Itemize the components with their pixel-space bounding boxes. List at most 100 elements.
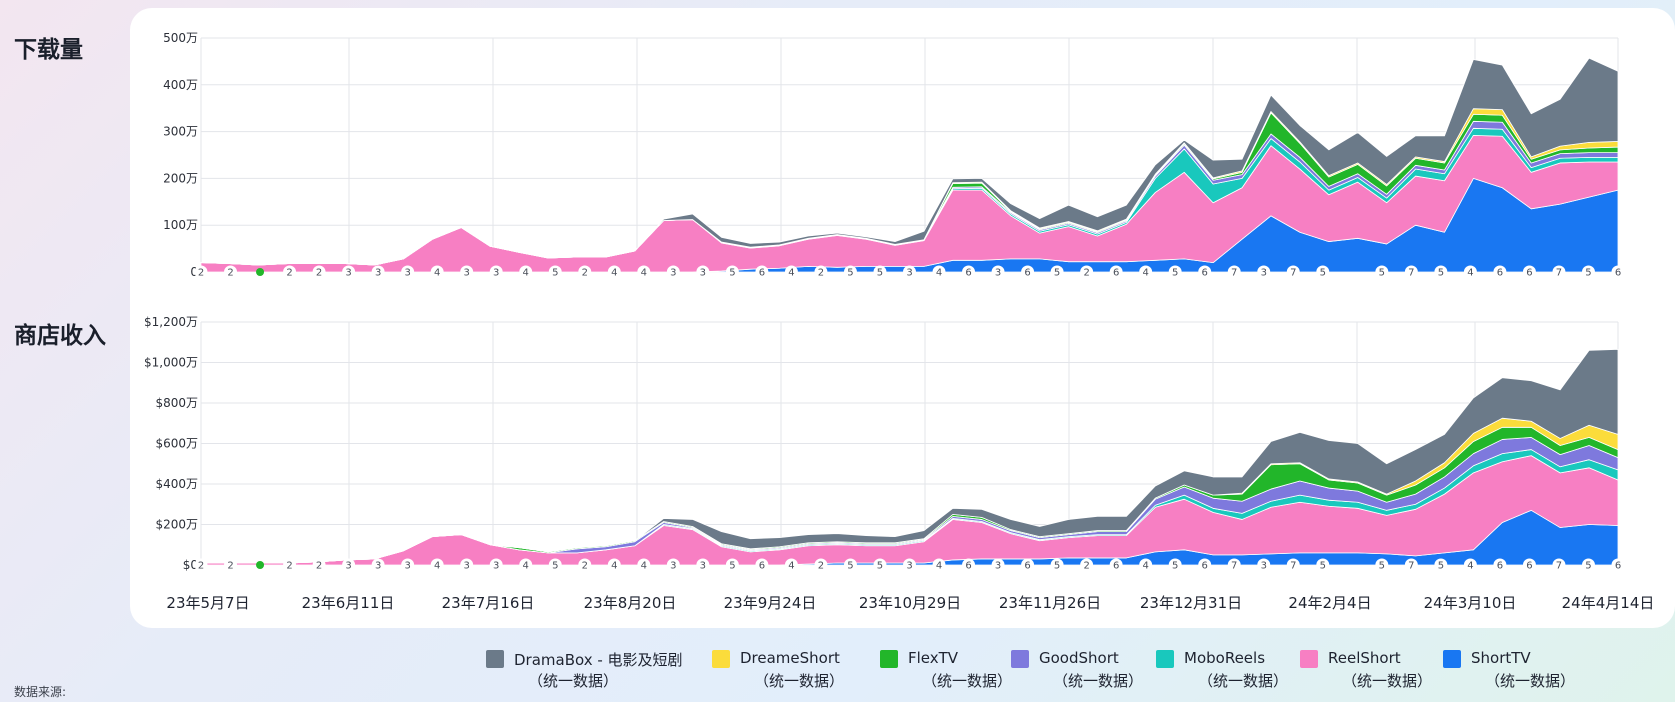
- rank-marker-bg: [371, 265, 385, 279]
- rank-marker-label: 2: [198, 561, 204, 572]
- rank-marker-bg: [283, 265, 297, 279]
- rank-marker-bg: [1168, 558, 1182, 572]
- rank-marker-bg: [401, 558, 415, 572]
- legend-label: ReelShort: [1328, 649, 1401, 667]
- rank-marker-bg: [991, 265, 1005, 279]
- rank-marker-bg: [932, 558, 946, 572]
- rank-marker-label: 6: [1526, 561, 1532, 572]
- rank-marker-bg: [784, 265, 798, 279]
- x-tick-label: 23年12月31日: [1140, 594, 1242, 612]
- rank-marker-label: 2: [286, 561, 292, 572]
- y-tick-label: 300万: [163, 125, 198, 139]
- rank-marker-label: 2: [316, 561, 322, 572]
- y-tick-label: $0: [183, 558, 198, 572]
- rank-marker-bg: [1552, 265, 1566, 279]
- rank-marker-bg: [1168, 265, 1182, 279]
- rank-marker-label: 5: [1054, 561, 1060, 572]
- rank-marker-label: 5: [877, 561, 883, 572]
- rank-marker-label: 6: [1202, 561, 1208, 572]
- rank-marker-bg: [1434, 265, 1448, 279]
- y-tick-label: 200万: [163, 171, 198, 185]
- rank-marker-label: 6: [965, 268, 971, 279]
- y-tick-label: 500万: [163, 31, 198, 45]
- rank-marker-label: 5: [1438, 561, 1444, 572]
- rank-marker-bg: [1434, 558, 1448, 572]
- rank-marker-bg: [519, 265, 533, 279]
- rank-marker-label: 5: [847, 268, 853, 279]
- rank-marker-label: 6: [1024, 561, 1030, 572]
- rank-marker-bg: [1050, 265, 1064, 279]
- rank-marker-label: 7: [1408, 268, 1414, 279]
- rank-marker-bg: [1316, 265, 1330, 279]
- legend-label: DreameShort: [740, 649, 840, 667]
- rank-marker-label: 6: [1497, 268, 1503, 279]
- rank-marker-bg: [873, 558, 887, 572]
- rank-marker-bg: [666, 265, 680, 279]
- legend-sublabel: （统一数据）: [1342, 672, 1433, 690]
- x-tick-label: 23年10月29日: [859, 594, 961, 612]
- rank-marker-bg: [342, 265, 356, 279]
- rank-marker-label: 5: [1172, 561, 1178, 572]
- rank-marker-bg: [932, 265, 946, 279]
- rank-marker-bg: [371, 558, 385, 572]
- rank-marker-dot: [256, 561, 265, 569]
- y-tick-label: $200万: [155, 518, 198, 532]
- rank-marker-label: 7: [1231, 268, 1237, 279]
- x-tick-label: 23年9月24日: [724, 594, 817, 612]
- rank-marker-bg: [1139, 265, 1153, 279]
- x-tick-label: 23年7月16日: [442, 594, 535, 612]
- rank-marker-label: 6: [759, 268, 765, 279]
- rank-marker-bg: [460, 265, 474, 279]
- rank-marker-bg: [814, 265, 828, 279]
- legend-swatch: [1443, 650, 1461, 668]
- rank-marker-label: 4: [611, 561, 617, 572]
- legend-swatch: [486, 650, 504, 668]
- rank-marker-label: 3: [464, 561, 470, 572]
- rank-marker-label: 4: [1142, 561, 1148, 572]
- y-tick-label: $1,200万: [144, 315, 198, 329]
- rank-marker-label: 7: [1408, 561, 1414, 572]
- rank-marker-bg: [696, 558, 710, 572]
- x-tick-label: 23年11月26日: [999, 594, 1101, 612]
- rank-marker-label: 3: [906, 561, 912, 572]
- rank-marker-bg: [430, 265, 444, 279]
- rank-marker-label: 4: [788, 268, 794, 279]
- rank-marker-bg: [607, 265, 621, 279]
- rank-marker-label: 2: [198, 268, 204, 279]
- rank-marker-bg: [1522, 558, 1536, 572]
- rank-marker-label: 6: [1113, 561, 1119, 572]
- rank-marker-label: 5: [552, 268, 558, 279]
- y-tick-label: $600万: [155, 437, 198, 451]
- rank-marker-label: 5: [847, 561, 853, 572]
- rank-marker-label: 4: [641, 268, 647, 279]
- rank-marker-bg: [283, 558, 297, 572]
- rank-marker-label: 4: [641, 561, 647, 572]
- rank-marker-bg: [1581, 558, 1595, 572]
- rank-marker-bg: [342, 558, 356, 572]
- rank-marker-label: 5: [1320, 561, 1326, 572]
- rank-marker-label: 3: [670, 561, 676, 572]
- rank-marker-label: 2: [1083, 561, 1089, 572]
- rank-marker-label: 5: [1379, 268, 1385, 279]
- rank-marker-bg: [1227, 558, 1241, 572]
- legend-swatch: [1011, 650, 1029, 668]
- rank-marker-bg: [1286, 558, 1300, 572]
- rank-marker-label: 3: [375, 268, 381, 279]
- downloads-title: 下载量: [14, 37, 83, 63]
- rank-marker-bg: [312, 558, 326, 572]
- rank-marker-label: 4: [1467, 268, 1473, 279]
- rank-marker-bg: [548, 558, 562, 572]
- rank-marker-label: 2: [286, 268, 292, 279]
- rank-marker-label: 5: [1054, 268, 1060, 279]
- rank-marker-bg: [1021, 558, 1035, 572]
- data-source-label: 数据来源:: [14, 685, 67, 699]
- x-tick-label: 24年4月14日: [1562, 594, 1655, 612]
- rank-marker-bg: [1552, 558, 1566, 572]
- rank-marker-bg: [962, 265, 976, 279]
- legend-swatch: [880, 650, 898, 668]
- rank-marker-bg: [1375, 558, 1389, 572]
- legend-sublabel: （统一数据）: [922, 672, 1013, 690]
- rank-marker-bg: [430, 558, 444, 572]
- rank-marker-bg: [194, 558, 208, 572]
